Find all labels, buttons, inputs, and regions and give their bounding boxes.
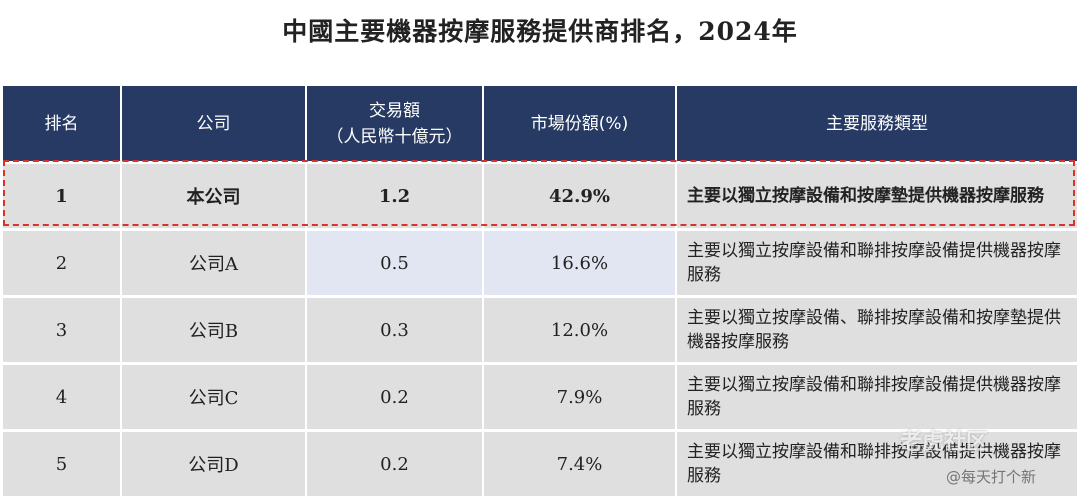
header-volume: 交易額 （人民幣十億元） (306, 86, 484, 163)
cell-rank: 2 (3, 228, 122, 297)
cell-company: 公司A (121, 228, 307, 297)
cell-company: 本公司 (121, 161, 307, 230)
table-row: 1 本公司 1.2 42.9% 主要以獨立按摩設備和按摩墊提供機器按摩服務 (3, 161, 1077, 230)
cell-service: 主要以獨立按摩設備和聯排按摩設備提供機器按摩服務 (676, 362, 1077, 431)
header-service: 主要服務類型 (676, 86, 1077, 163)
table-row: 2 公司A 0.5 16.6% 主要以獨立按摩設備和聯排按摩設備提供機器按摩服務 (3, 228, 1077, 297)
cell-company: 公司D (121, 429, 307, 496)
cell-service: 主要以獨立按摩設備和聯排按摩設備提供機器按摩服務 (676, 228, 1077, 297)
cell-volume: 0.2 (306, 429, 484, 496)
table-row: 5 公司D 0.2 7.4% 主要以獨立按摩設備和聯排按摩設備提供機器按摩服務 (3, 429, 1077, 496)
watermark-author: @每天打个新 (946, 468, 1037, 486)
table-row: 3 公司B 0.3 12.0% 主要以獨立按摩設備、聯排按摩設備和按摩墊提供機器… (3, 295, 1077, 364)
cell-rank: 1 (3, 161, 122, 230)
cell-rank: 3 (3, 295, 122, 364)
header-company: 公司 (121, 86, 307, 163)
header-volume-line2: （人民幣十億元） (326, 126, 463, 147)
cell-volume: 0.2 (306, 362, 484, 431)
cell-share: 7.9% (483, 362, 677, 431)
header-share: 市場份額(%) (483, 86, 677, 163)
cell-volume: 0.3 (306, 295, 484, 364)
ranking-table: 排名 公司 交易額 （人民幣十億元） 市場份額(%) 主要服務類型 1 本公司 … (3, 86, 1077, 496)
cell-service: 主要以獨立按摩設備和按摩墊提供機器按摩服務 (676, 161, 1077, 230)
cell-share: 42.9% (483, 161, 677, 230)
cell-volume: 1.2 (306, 161, 484, 230)
cell-service: 主要以獨立按摩設備和聯排按摩設備提供機器按摩服務 (676, 429, 1077, 496)
cell-volume: 0.5 (306, 228, 484, 297)
cell-share: 12.0% (483, 295, 677, 364)
cell-share: 16.6% (483, 228, 677, 297)
page-title: 中國主要機器按摩服務提供商排名，2024年 (282, 17, 798, 46)
watermark-site: 老虎社区 (900, 430, 989, 455)
table-header-row: 排名 公司 交易額 （人民幣十億元） 市場份額(%) 主要服務類型 (3, 86, 1077, 163)
table-row: 4 公司C 0.2 7.9% 主要以獨立按摩設備和聯排按摩設備提供機器按摩服務 (3, 362, 1077, 431)
header-rank: 排名 (3, 86, 122, 163)
cell-service: 主要以獨立按摩設備、聯排按摩設備和按摩墊提供機器按摩服務 (676, 295, 1077, 364)
cell-share: 7.4% (483, 429, 677, 496)
cell-company: 公司C (121, 362, 307, 431)
header-volume-line1: 交易額 (369, 100, 420, 121)
cell-rank: 5 (3, 429, 122, 496)
cell-company: 公司B (121, 295, 307, 364)
cell-rank: 4 (3, 362, 122, 431)
